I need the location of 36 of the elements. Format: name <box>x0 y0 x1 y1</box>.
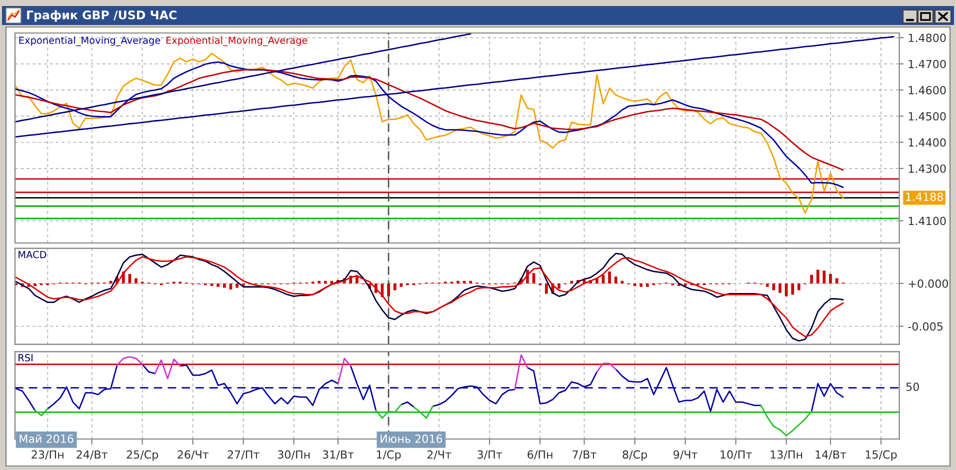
x-tick-label: 27/Пт <box>228 450 260 460</box>
x-tick-label: 1/Ср <box>376 450 401 461</box>
y-tick-label: 1.4700 <box>908 60 946 68</box>
x-tick-label: 26/Чт <box>178 450 209 460</box>
y-tick-label: 1.4300 <box>908 164 946 173</box>
x-tick-label: 6/Пн <box>528 450 552 460</box>
y-tick-label: +0.000 <box>908 279 948 288</box>
chart-title: MACD <box>18 250 46 258</box>
x-tick-label: 7/Вт <box>572 450 596 460</box>
x-tick-label: 30/Пн <box>278 450 310 460</box>
text: Exponential_Moving_Average <box>19 36 160 46</box>
chart-title: График GBP /USD ЧАС <box>27 10 176 22</box>
x-tick-label: 9/Чт <box>674 450 698 460</box>
x-tick-label: 14/Вт <box>816 450 846 460</box>
x-tick-label: 10/Пт <box>720 450 752 460</box>
y-tick-label: 1.4800 <box>908 34 946 42</box>
x-tick-label: 25/Ср <box>126 450 158 461</box>
text: 50 <box>906 382 919 392</box>
ref-line-label: Июнь 2016 <box>380 434 442 443</box>
y-tick-label: 1.4100 <box>908 216 946 226</box>
text: Exponential_Moving_Average <box>166 36 308 46</box>
x-tick-label: 13/Пн <box>770 450 802 460</box>
x-tick-label: 31/Вт <box>322 450 354 460</box>
y-tick-label: 1.4400 <box>908 138 946 147</box>
x-tick-label: 24/Вт <box>76 450 108 460</box>
x-tick-label: 8/Ср <box>622 450 647 461</box>
x-tick-label: 2/Чт <box>427 450 452 460</box>
x-tick-label: 23/Пн <box>32 450 64 460</box>
annotation: Май 2016 <box>20 434 74 443</box>
x-tick-label: 3/Пт <box>478 450 502 460</box>
x-tick-label: 15/Ср <box>866 450 897 461</box>
y-tick-label: 1.4500 <box>908 112 946 121</box>
y-tick-label: -0.005 <box>908 322 942 331</box>
ref-line-label: 1.4188 <box>906 192 943 201</box>
y-tick-label: 1.4600 <box>908 86 946 94</box>
chart-title: RSI <box>18 354 32 362</box>
